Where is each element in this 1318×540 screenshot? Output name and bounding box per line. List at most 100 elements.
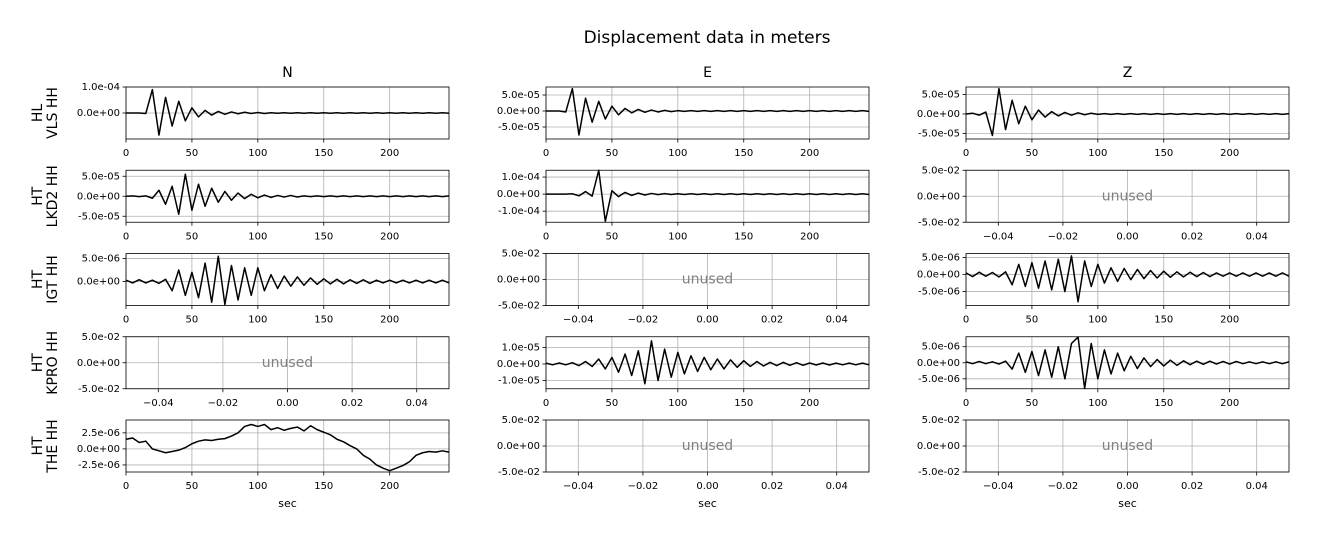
trace-line — [126, 88, 450, 136]
x-tick-label: 0.00 — [276, 398, 298, 409]
x-tick-label: 200 — [380, 315, 399, 326]
subplot: −0.04 −0.02 0.00 0.02 0.04 5.0e-02 0.0e+00 -5.0… — [917, 165, 1290, 242]
y-tick-label: 0.0e+00 — [77, 444, 120, 455]
x-tick-label: 0.02 — [341, 398, 363, 409]
axes-frame — [965, 253, 1290, 306]
subplot: 0 50 100 150 200 5.0e-05 0.0e+00 -5.0e-05 HT LKD2… — [30, 165, 450, 242]
x-tick-label: 100 — [1088, 148, 1107, 159]
y-tick-label: -5.0e-02 — [918, 217, 960, 228]
x-tick-label: 0 — [543, 148, 549, 159]
x-tick-label: 100 — [248, 148, 267, 159]
y-axis-label: HT — [30, 436, 46, 456]
y-tick-label: 0.0e+00 — [497, 106, 540, 117]
x-tick-label: −0.02 — [628, 315, 659, 326]
x-tick-label: 50 — [186, 148, 199, 159]
x-tick-label: −0.04 — [983, 481, 1014, 492]
y-tick-label: 0.0e+00 — [77, 358, 120, 369]
x-tick-label: 0 — [123, 315, 129, 326]
y-tick-label: 5.0e-02 — [502, 249, 540, 260]
x-tick-label: −0.04 — [563, 315, 594, 326]
annotation: unused — [1102, 188, 1153, 204]
x-tick-label: 150 — [734, 398, 753, 409]
y-tick-label: -5.0e-05 — [498, 122, 540, 133]
trace-line — [546, 87, 870, 136]
figure-title: Displacement data in meters — [584, 28, 831, 48]
y-tick-label: 0.0e+00 — [917, 109, 960, 120]
subplot: −0.04 −0.02 0.00 0.02 0.04 5.0e-02 0.0e+00 -5.0… — [497, 249, 870, 326]
y-axis-label: HL — [30, 104, 46, 123]
y-tick-label: 5.0e-02 — [502, 415, 540, 426]
x-tick-label: −0.04 — [143, 398, 174, 409]
x-tick-label: 150 — [314, 148, 333, 159]
axes-frame — [125, 86, 450, 140]
annotation: unused — [262, 355, 313, 371]
x-axis-label: sec — [698, 497, 717, 510]
axes-frame — [125, 169, 450, 223]
x-tick-label: 100 — [668, 148, 687, 159]
x-tick-label: 100 — [248, 315, 267, 326]
y-tick-label: 1.0e-04 — [502, 172, 540, 183]
x-tick-label: 150 — [1154, 315, 1173, 326]
column-title: E — [703, 65, 712, 81]
y-tick-label: 0.0e+00 — [77, 191, 120, 202]
x-tick-label: −0.04 — [563, 481, 594, 492]
y-tick-label: 5.0e-05 — [922, 89, 960, 100]
x-tick-label: 50 — [186, 315, 199, 326]
x-tick-label: −0.02 — [1048, 231, 1079, 242]
y-axis-label: KPRO HH — [45, 331, 61, 395]
y-tick-label: 5.0e-06 — [922, 342, 960, 353]
x-tick-label: 0 — [123, 481, 129, 492]
x-tick-label: 150 — [314, 315, 333, 326]
x-tick-label: 150 — [314, 481, 333, 492]
x-tick-label: 100 — [248, 231, 267, 242]
column-title: N — [282, 65, 292, 81]
y-tick-label: -5.0e-05 — [78, 211, 120, 222]
y-tick-label: 0.0e+00 — [77, 277, 120, 288]
x-tick-label: 0 — [963, 315, 969, 326]
x-tick-label: 50 — [606, 398, 619, 409]
axes-frame — [545, 336, 870, 390]
axes-frame — [965, 336, 1290, 390]
subplot: 0 50 100 150 200 5.0e-06 0.0e+00 -5.0e-06 — [917, 253, 1290, 326]
y-tick-label: 0.0e+00 — [497, 189, 540, 200]
subplot: 0 50 100 150 200 1.0e-04 0.0e+00 N HL VLS HH — [30, 65, 450, 159]
y-tick-label: 0.0e+00 — [77, 108, 120, 119]
x-tick-label: 0.04 — [826, 315, 848, 326]
y-tick-label: 0.0e+00 — [497, 359, 540, 370]
axes-frame — [545, 419, 870, 473]
y-tick-label: -5.0e-06 — [918, 287, 960, 298]
y-axis-label: LKD2 HH — [45, 165, 61, 227]
y-tick-label: -5.0e-02 — [498, 301, 540, 312]
x-tick-label: 200 — [380, 231, 399, 242]
y-tick-label: 0.0e+00 — [497, 441, 540, 452]
x-tick-label: 200 — [380, 148, 399, 159]
subplot: 0 50 100 150 200 5.0e-05 0.0e+00 -5.0e-05 Z — [917, 65, 1290, 159]
x-tick-label: 50 — [186, 481, 199, 492]
y-axis-label: VLS HH — [45, 87, 61, 139]
annotation: unused — [1102, 438, 1153, 454]
subplot: −0.04 −0.02 0.00 0.02 0.04 5.0e-02 0.0e+00 -5.0… — [497, 415, 870, 510]
y-tick-label: 0.0e+00 — [917, 358, 960, 369]
y-axis-label: HT — [30, 270, 46, 290]
x-tick-label: 200 — [1220, 315, 1239, 326]
y-tick-label: 5.0e-02 — [922, 165, 960, 176]
annotation: unused — [682, 438, 733, 454]
trace-line — [125, 173, 450, 215]
subplot: −0.04 −0.02 0.00 0.02 0.04 5.0e-02 0.0e+00 -5.0… — [30, 331, 450, 409]
x-tick-label: 50 — [1026, 315, 1039, 326]
axes-frame — [125, 253, 450, 306]
y-tick-label: -5.0e-02 — [78, 384, 120, 395]
axes-frame — [965, 169, 1290, 223]
x-tick-label: −0.02 — [628, 481, 659, 492]
x-axis-label: sec — [278, 497, 297, 510]
y-tick-label: -2.5e-06 — [78, 460, 120, 471]
y-tick-label: 5.0e-06 — [82, 254, 120, 265]
y-tick-label: 2.5e-06 — [82, 428, 120, 439]
x-tick-label: 150 — [734, 231, 753, 242]
subplot: 0 50 100 150 200 5.0e-05 0.0e+00 -5.0e-05 E — [497, 65, 870, 159]
y-tick-label: 0.0e+00 — [917, 191, 960, 202]
y-tick-label: -1.0e-05 — [498, 375, 540, 386]
y-tick-label: -5.0e-02 — [498, 467, 540, 478]
y-tick-label: 5.0e-02 — [82, 332, 120, 343]
x-tick-label: 0.04 — [1246, 481, 1268, 492]
